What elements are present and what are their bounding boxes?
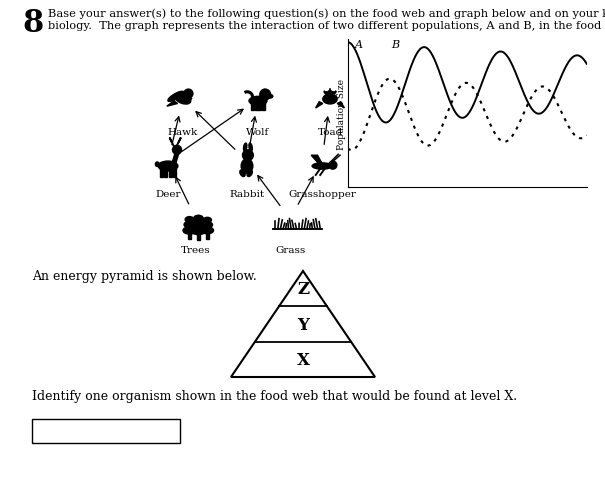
Ellipse shape	[202, 222, 212, 228]
Text: Base your answer(s) to the following question(s) on the food web and graph below: Base your answer(s) to the following que…	[48, 8, 605, 19]
Text: Grass: Grass	[275, 245, 305, 255]
Bar	[164, 167, 166, 177]
Ellipse shape	[241, 159, 253, 174]
Bar	[262, 102, 265, 111]
Polygon shape	[316, 103, 323, 109]
Text: 8: 8	[22, 8, 43, 39]
Ellipse shape	[168, 92, 184, 102]
Ellipse shape	[323, 95, 337, 105]
Polygon shape	[172, 153, 179, 163]
Ellipse shape	[183, 227, 196, 234]
Ellipse shape	[249, 144, 252, 152]
Text: Z: Z	[297, 281, 309, 298]
Ellipse shape	[192, 221, 204, 228]
Bar	[255, 102, 258, 111]
Circle shape	[260, 90, 270, 101]
Text: Toad: Toad	[318, 128, 342, 137]
Bar	[169, 167, 172, 177]
Ellipse shape	[175, 95, 191, 105]
Text: Identify one organism shown in the food web that would be found at level X.: Identify one organism shown in the food …	[32, 389, 517, 402]
Polygon shape	[167, 102, 178, 107]
Text: Wolf: Wolf	[246, 128, 270, 137]
Bar	[197, 231, 200, 241]
Polygon shape	[311, 156, 322, 164]
Ellipse shape	[249, 97, 267, 106]
Circle shape	[324, 87, 329, 91]
Text: Trees: Trees	[181, 245, 211, 255]
Bar	[251, 102, 254, 111]
Circle shape	[243, 150, 253, 161]
Circle shape	[329, 162, 337, 170]
Circle shape	[172, 146, 182, 155]
Text: B: B	[391, 40, 399, 50]
Ellipse shape	[194, 216, 203, 222]
Polygon shape	[337, 103, 344, 109]
Ellipse shape	[191, 227, 206, 235]
Ellipse shape	[243, 144, 247, 152]
Bar	[206, 231, 209, 239]
Bar	[188, 231, 191, 239]
Ellipse shape	[312, 163, 332, 170]
Circle shape	[184, 90, 193, 99]
Bar	[173, 167, 175, 177]
Text: An energy pyramid is shown below.: An energy pyramid is shown below.	[32, 270, 257, 283]
Text: Years  ——▶: Years ——▶	[466, 171, 529, 180]
Ellipse shape	[267, 95, 273, 99]
Bar	[258, 102, 261, 111]
Text: Grasshopper: Grasshopper	[288, 189, 356, 198]
Text: Hawk: Hawk	[168, 128, 198, 137]
Bar	[160, 167, 163, 177]
Ellipse shape	[178, 94, 192, 100]
Ellipse shape	[158, 162, 178, 172]
Ellipse shape	[203, 218, 212, 223]
Text: Y: Y	[297, 316, 309, 333]
Text: X: X	[296, 351, 310, 368]
Ellipse shape	[240, 170, 245, 177]
Ellipse shape	[324, 90, 336, 96]
Y-axis label: Population Size: Population Size	[338, 79, 347, 149]
Text: Rabbit: Rabbit	[229, 189, 264, 198]
Ellipse shape	[155, 163, 159, 167]
Ellipse shape	[184, 222, 195, 228]
Text: biology.  The graph represents the interaction of two different populations, A a: biology. The graph represents the intera…	[48, 21, 605, 31]
Bar	[32, 419, 180, 443]
Circle shape	[332, 87, 336, 91]
Polygon shape	[263, 90, 267, 93]
Text: Deer: Deer	[155, 189, 181, 198]
Ellipse shape	[201, 227, 214, 234]
Ellipse shape	[185, 217, 194, 223]
Ellipse shape	[247, 170, 252, 177]
Text: A: A	[355, 40, 363, 50]
